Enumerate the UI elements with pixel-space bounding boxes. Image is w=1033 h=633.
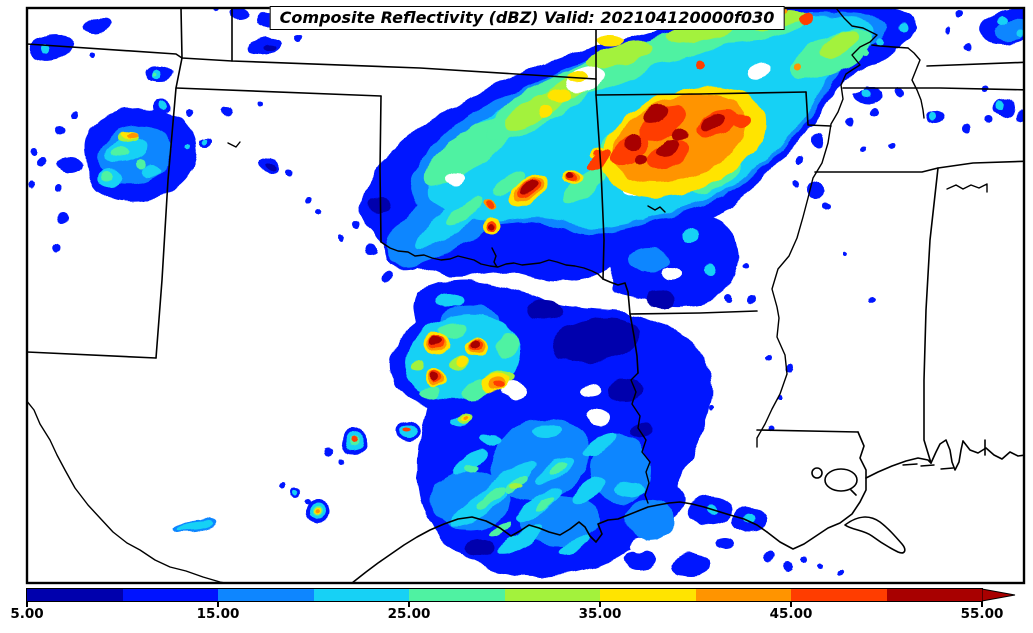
map-title: Composite Reflectivity (dBZ) Valid: 2021…	[269, 6, 785, 30]
state-borders	[27, 8, 1024, 583]
radar-echoes	[28, 8, 1024, 577]
